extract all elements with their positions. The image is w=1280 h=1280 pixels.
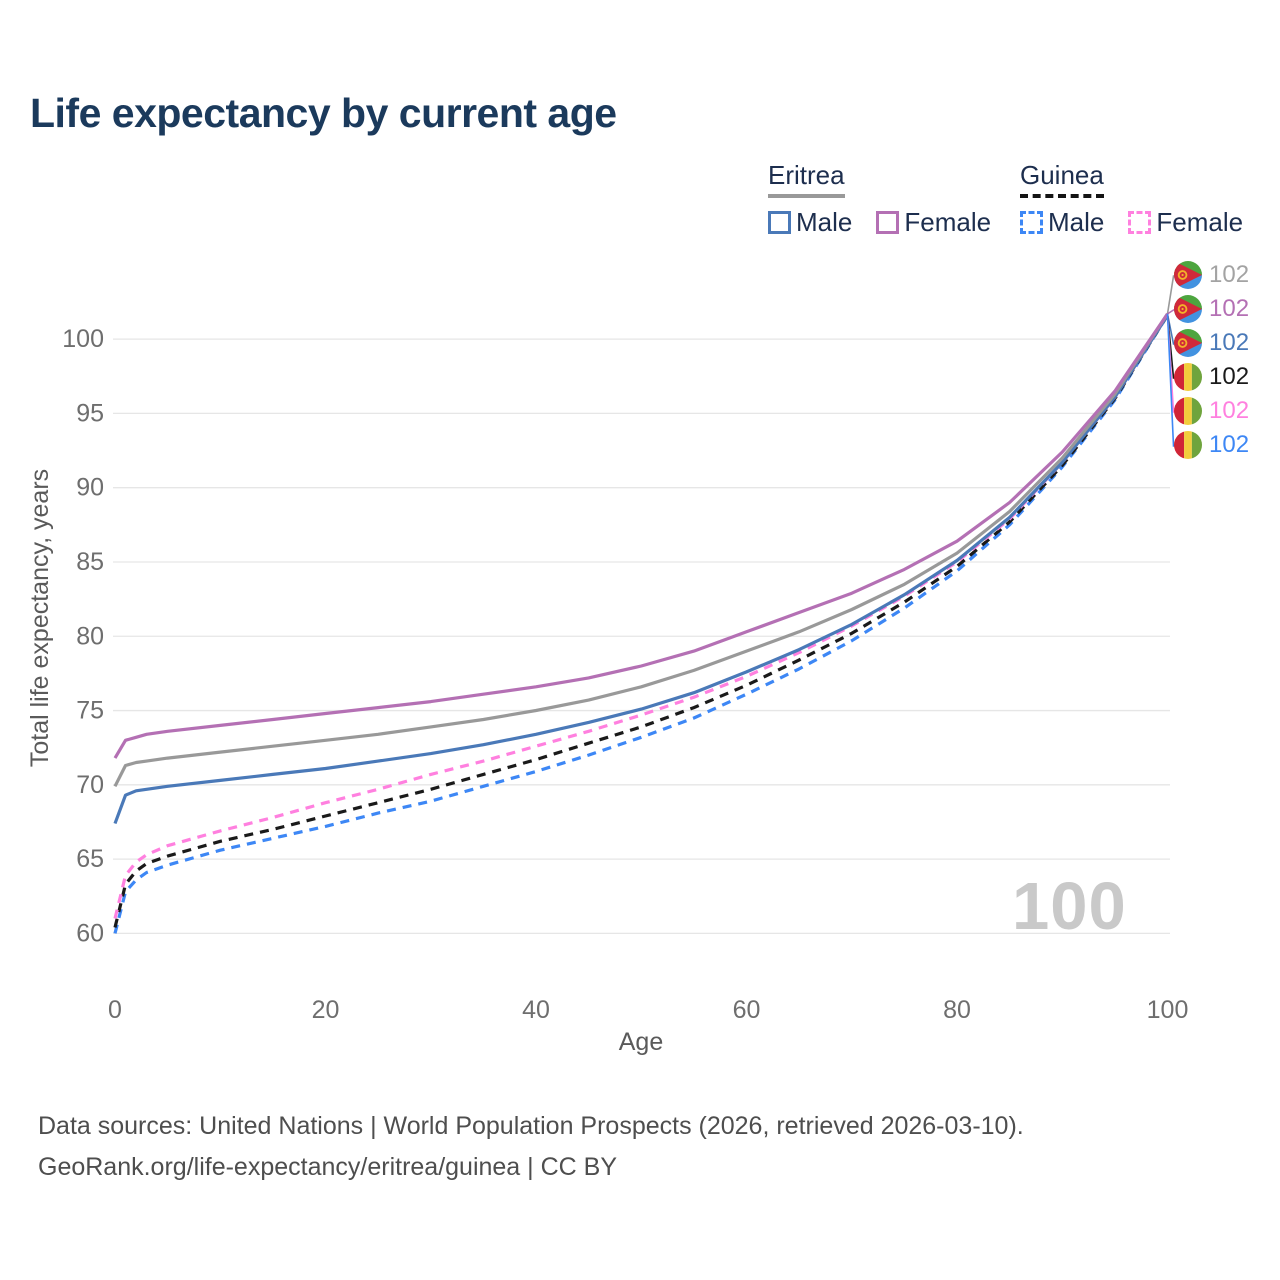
end-label-value: 102 [1209,431,1250,458]
eritrea-flag-icon [1174,295,1202,323]
eritrea-female-swatch-icon[interactable] [876,211,900,234]
legend-item-eritrea-male[interactable]: Male [768,207,852,238]
legend-label: Female [1156,207,1244,237]
y-tick-label: 85 [76,548,104,576]
x-tick-label: 100 [1147,996,1189,1024]
end-label-value: 102 [1209,329,1250,356]
eritrea-flag-icon [1174,329,1202,357]
y-axis-title: Total life expectancy, years [26,469,54,767]
guinea-female-swatch-icon[interactable] [1128,211,1152,234]
legend-label: Female [904,207,992,237]
legend-label: Male [1048,207,1105,237]
x-axis-title: Age [619,1028,663,1056]
end-label-value: 102 [1209,397,1250,424]
legend-group-eritrea: Eritrea Male Female [768,160,1015,238]
y-tick-label: 70 [76,771,104,799]
end-label-eritrea-female: 102 [1174,295,1249,323]
page-title: Life expectancy by current age [30,90,617,136]
end-label-guinea-male: 102 [1174,431,1249,459]
legend-group-guinea: Guinea Male Female [1020,160,1267,238]
series-line-eritrea-male [113,314,1169,825]
end-label-value: 102 [1209,295,1250,322]
guinea-male-swatch-icon[interactable] [1020,211,1043,234]
series-end-labels: 102 102 102 102 [1174,261,1249,465]
end-label-guinea-female: 102 [1174,397,1249,425]
guinea-flag-icon [1174,431,1202,459]
current-age-counter: 100 [1012,869,1127,944]
x-tick-label: 0 [108,996,122,1024]
series-line-guinea-female [113,314,1169,919]
legend-item-eritrea-female[interactable]: Female [876,207,991,238]
guinea-flag-icon [1174,363,1202,391]
y-tick-label: 75 [76,697,104,725]
y-tick-label: 100 [62,325,104,353]
y-tick-label: 95 [76,399,104,427]
data-source-note: Data sources: United Nations | World Pop… [38,1112,1024,1140]
guinea-flag-icon [1174,397,1202,425]
legend-item-guinea-male[interactable]: Male [1020,207,1104,238]
end-label-eritrea: 102 [1174,261,1249,289]
y-tick-label: 90 [76,474,104,502]
end-label-value: 102 [1209,363,1250,390]
x-tick-label: 60 [733,996,761,1024]
eritrea-flag-icon [1174,261,1202,289]
series-line-guinea-male [113,314,1169,934]
legend-item-guinea-female[interactable]: Female [1128,207,1243,238]
y-tick-label: 65 [76,845,104,873]
footer: Data sources: United Nations | World Pop… [38,1106,1024,1188]
end-label-value: 102 [1209,261,1250,288]
end-label-eritrea-male: 102 [1174,329,1249,357]
series-line-guinea [113,314,1169,928]
line-chart: 60 65 70 75 80 85 90 95 100 0 20 40 60 80 100 Age Total … [26,275,1189,1056]
legend-guinea-header[interactable]: Guinea [1020,160,1104,198]
series-line-eritrea [113,313,1169,788]
attribution-link[interactable]: GeoRank.org/life-expectancy/eritrea/guin… [38,1153,618,1181]
x-tick-label: 80 [943,996,971,1024]
series-line-eritrea-female [113,312,1169,759]
eritrea-male-swatch-icon[interactable] [768,211,791,234]
y-tick-label: 60 [76,919,104,947]
legend-label: Male [796,207,853,237]
legend-eritrea-header[interactable]: Eritrea [768,160,845,198]
y-tick-label: 80 [76,622,104,650]
x-tick-label: 20 [312,996,340,1024]
x-tick-label: 40 [522,996,550,1024]
end-label-guinea: 102 [1174,363,1249,391]
